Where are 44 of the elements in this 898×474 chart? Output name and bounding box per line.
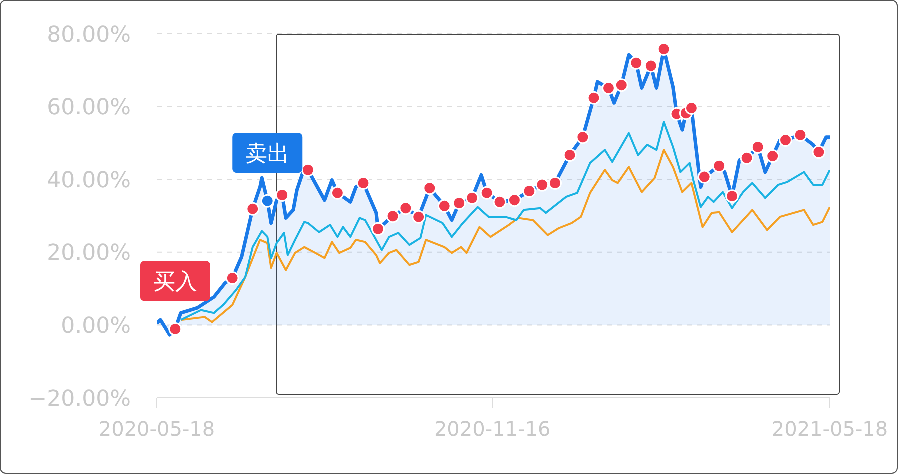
point (548, 176, 562, 190)
point (480, 186, 494, 200)
point (372, 222, 386, 236)
point (522, 184, 536, 198)
annotation: 买入 (153, 270, 198, 296)
point (698, 170, 712, 184)
point (794, 128, 808, 142)
point (508, 194, 522, 208)
point (226, 271, 240, 285)
point (246, 202, 260, 216)
point (712, 159, 726, 173)
point (452, 196, 466, 210)
point (644, 59, 658, 73)
point (301, 163, 315, 177)
point (751, 140, 765, 154)
point (614, 78, 628, 92)
callout-tag: 买入 (140, 261, 210, 302)
point (602, 81, 616, 95)
point (423, 182, 437, 196)
point (536, 178, 550, 192)
point (630, 56, 644, 70)
point (779, 134, 792, 148)
point (466, 191, 480, 205)
point (740, 151, 754, 165)
point (412, 210, 426, 224)
point (399, 202, 413, 216)
callout-tag: 卖出 (232, 133, 303, 174)
point (812, 146, 826, 160)
point (576, 130, 590, 144)
point (276, 188, 290, 202)
point (438, 199, 452, 213)
point (260, 194, 274, 208)
annotation: 卖出 (246, 142, 290, 168)
point (168, 322, 182, 336)
point (386, 210, 400, 224)
point (766, 150, 780, 164)
point (493, 195, 507, 209)
point (563, 148, 577, 162)
point (726, 190, 740, 204)
point (684, 102, 698, 116)
point (330, 186, 344, 200)
point (356, 176, 370, 190)
point (587, 91, 601, 105)
point (657, 42, 671, 56)
